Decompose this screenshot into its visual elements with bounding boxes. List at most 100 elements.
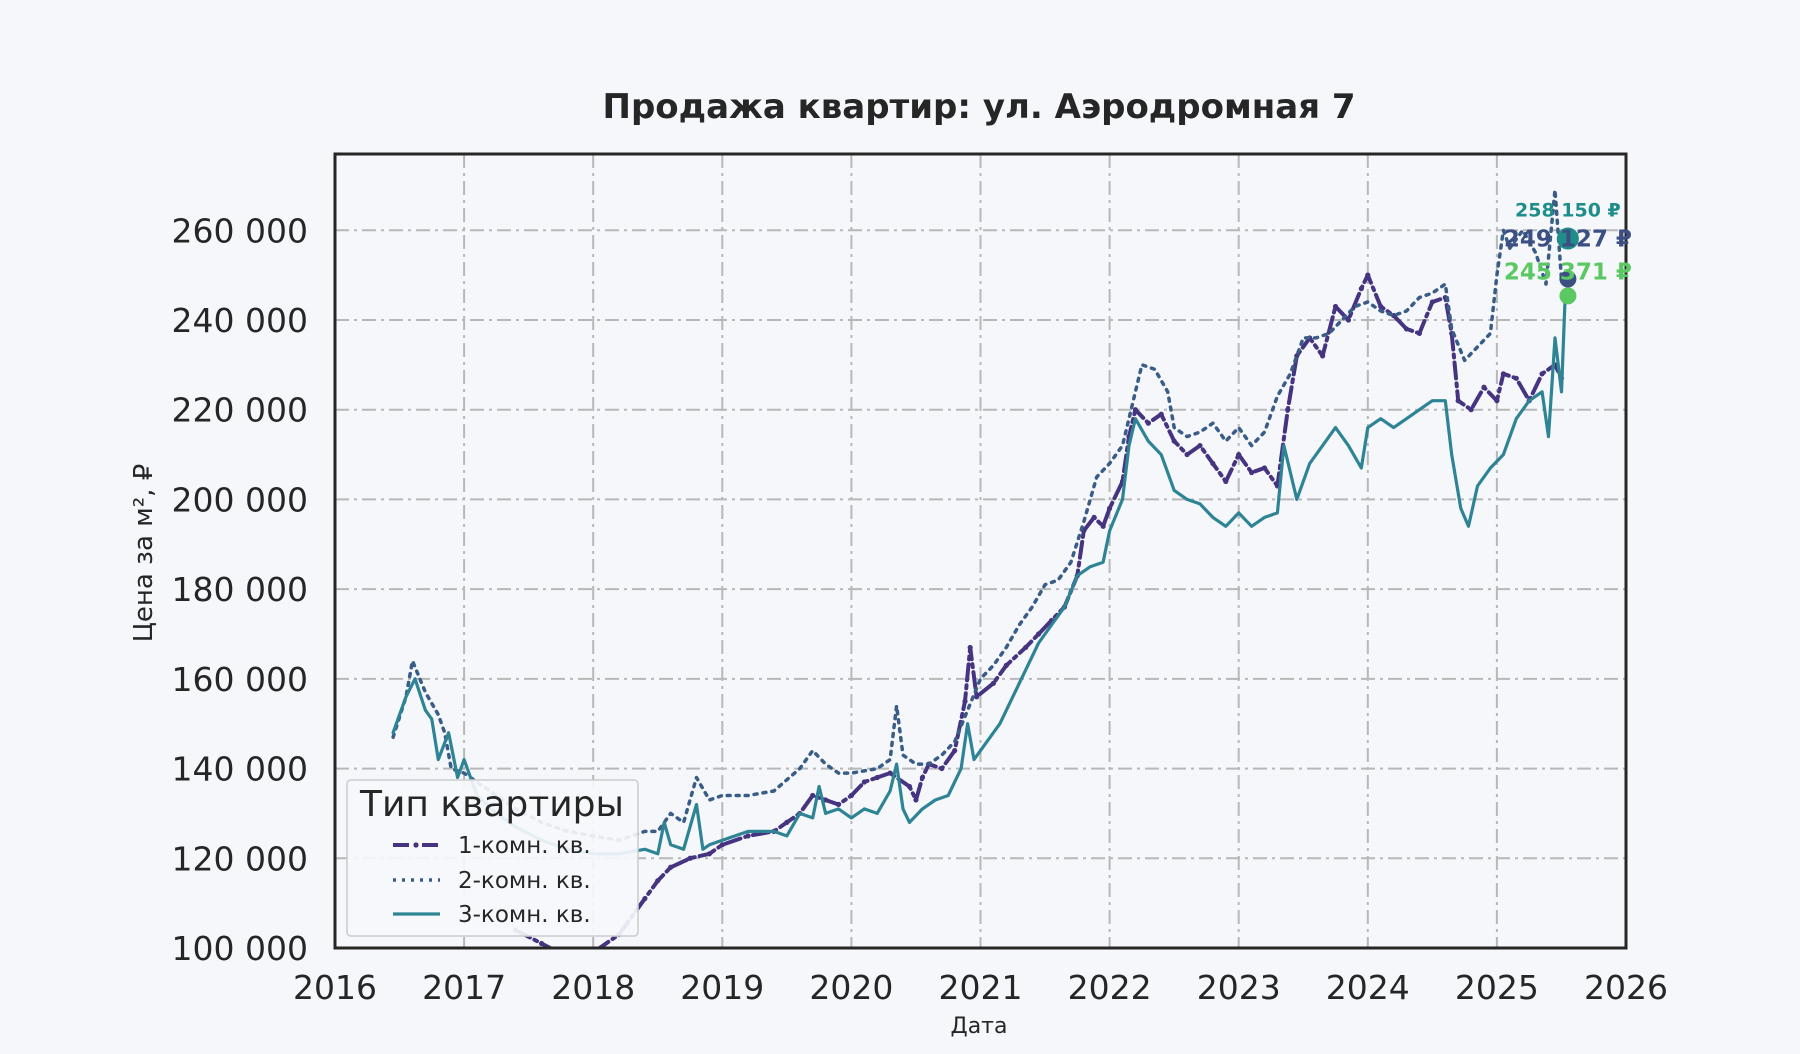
series-point [668, 864, 674, 870]
series-point [1145, 420, 1151, 426]
series-point [1091, 514, 1097, 520]
x-tick-label: 2018 [551, 968, 635, 1007]
series-point [1223, 478, 1229, 485]
x-tick-label: 2022 [1068, 968, 1152, 1007]
x-tick-label: 2026 [1584, 968, 1668, 1007]
series-point [745, 833, 751, 839]
series-point [655, 878, 661, 884]
series-point [538, 940, 545, 947]
y-tick-label: 180 000 [172, 570, 308, 609]
annotation-label: 245 371 ₽ [1504, 260, 1632, 286]
series-point [974, 694, 980, 700]
series-point [1332, 303, 1339, 310]
legend-swatch-marker [413, 842, 419, 848]
legend-items: 1-комн. кв. 2-комн. кв. 3-комн. кв. [393, 833, 591, 928]
series-point [1320, 353, 1326, 359]
x-tick-label: 2021 [939, 968, 1023, 1007]
legend-box [346, 779, 639, 937]
series-point [1107, 505, 1113, 511]
series-point [1132, 407, 1139, 413]
legend-entry: 3-комн. кв. [458, 902, 591, 928]
series-point [565, 954, 570, 959]
annotation-marker [1559, 270, 1577, 288]
series-point [835, 801, 842, 808]
series-point [1035, 631, 1042, 637]
series-point [1100, 523, 1106, 529]
series-line-2 [391, 188, 1564, 843]
series-point [706, 851, 712, 857]
y-tick-label: 260 000 [172, 211, 308, 250]
series-point [919, 774, 926, 781]
y-axis: 100 000 120 000 140 000 160 000 180 000 200 0… [172, 211, 308, 968]
y-tick-label: 120 000 [172, 839, 308, 878]
plot-frame [333, 152, 1628, 950]
legend: Тип квартиры 1-комн. кв. 2-комн. кв. 3-ком… [346, 779, 639, 937]
series-point [1285, 407, 1291, 413]
series-point [1003, 662, 1009, 668]
series-point [913, 797, 919, 803]
annotation-marker [1559, 287, 1577, 305]
series-point [1184, 451, 1190, 458]
series-point [1500, 371, 1506, 377]
x-tick-label: 2019 [680, 968, 764, 1007]
series-point [1197, 442, 1203, 449]
y-tick-label: 220 000 [172, 391, 308, 430]
series-point [1378, 303, 1384, 310]
series-point [591, 950, 596, 955]
series-point [1403, 326, 1410, 332]
last-value-annotations: 258 150 ₽ 249 127 ₽ 245 371 ₽ [1504, 200, 1632, 305]
series-point [1249, 469, 1255, 476]
x-tick-label: 2023 [1197, 968, 1281, 1007]
series-group [391, 188, 1567, 959]
series-point [967, 644, 973, 651]
series-point [952, 748, 958, 754]
series-point [810, 792, 816, 799]
series-point [887, 770, 893, 776]
series-point [848, 792, 855, 799]
series-point [1158, 411, 1164, 417]
series-point [687, 855, 693, 861]
series-point [1023, 644, 1029, 651]
chart-title: Продажа квартир: ул. Аэродромная 7 [602, 87, 1355, 127]
y-axis-label: Цена за м², ₽ [129, 464, 159, 643]
x-tick-label: 2024 [1326, 968, 1410, 1007]
series-point [1429, 299, 1435, 305]
legend-entry: 1-комн. кв. [458, 833, 591, 859]
series-point [874, 774, 880, 781]
annotation-label: 258 150 ₽ [1515, 200, 1621, 222]
series-point [642, 896, 648, 902]
series-point [1513, 375, 1519, 381]
series-point [962, 698, 968, 704]
y-tick-label: 240 000 [172, 301, 308, 340]
series-point [1358, 285, 1364, 292]
annotation-marker [1556, 227, 1579, 250]
series-point [1345, 317, 1352, 323]
y-tick-label: 160 000 [172, 660, 308, 699]
annotation-label: 249 127 ₽ [1504, 227, 1632, 253]
series-point [1455, 398, 1461, 404]
legend-entry: 2-комн. кв. [458, 868, 591, 894]
series-point [1539, 371, 1545, 377]
series-point [1236, 451, 1242, 458]
y-tick-label: 140 000 [172, 750, 308, 789]
series-point [1494, 398, 1500, 404]
x-tick-label: 2020 [809, 968, 893, 1007]
series-point [939, 765, 945, 772]
x-tick-label: 2017 [422, 968, 506, 1007]
series-point [990, 680, 997, 686]
series-point [1210, 460, 1216, 467]
series-point [1261, 465, 1268, 471]
y-tick-label: 100 000 [172, 929, 308, 968]
series-line-1 [513, 273, 1564, 948]
x-axis: 2016 2017 2018 2019 2020 2021 2022 2023 2024 2025… [293, 968, 1668, 1007]
series-point [1416, 330, 1423, 337]
series-point [1365, 272, 1371, 278]
legend-title: Тип квартиры [359, 784, 624, 825]
x-tick-label: 2025 [1455, 968, 1539, 1007]
series-point [906, 783, 913, 790]
series-point [719, 842, 725, 848]
series-point [861, 779, 867, 785]
y-tick-label: 200 000 [172, 480, 308, 519]
